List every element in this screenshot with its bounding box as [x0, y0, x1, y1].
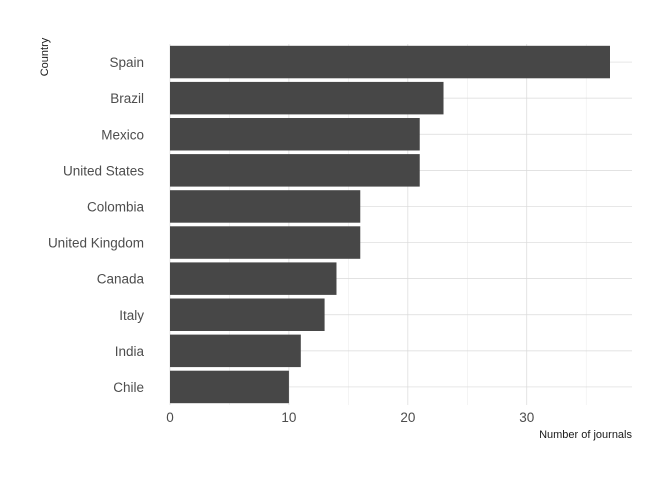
y-tick-label: Chile	[113, 380, 144, 395]
bar-india	[170, 334, 301, 368]
bar-united-states	[170, 154, 420, 187]
y-tick-label: Canada	[97, 272, 145, 287]
y-tick-label: Italy	[119, 308, 144, 323]
y-tick-label: Mexico	[101, 127, 144, 142]
bar-spain	[170, 45, 610, 79]
bar-united-kingdom	[170, 226, 361, 259]
x-tick-labels: 0 10 20 30	[166, 410, 534, 425]
y-tick-labels: Spain Brazil Mexico United States Colombia Un…	[48, 55, 145, 395]
x-tick-label: 20	[400, 410, 415, 425]
bar-italy	[170, 298, 325, 331]
x-tick-label: 0	[166, 410, 174, 425]
bar-chile	[170, 370, 289, 404]
bar-mexico	[170, 118, 420, 151]
y-tick-label: Colombia	[87, 199, 145, 214]
bar-brazil	[170, 81, 444, 115]
y-tick-label: Spain	[109, 55, 144, 70]
bars	[170, 45, 610, 404]
x-axis-title: Number of journals	[539, 429, 632, 441]
y-tick-label: United States	[63, 163, 144, 178]
x-tick-label: 10	[281, 410, 296, 425]
y-tick-label: Brazil	[110, 91, 144, 106]
y-axis-title: Country	[39, 37, 51, 76]
y-tick-label: India	[115, 344, 145, 359]
bar-colombia	[170, 190, 361, 223]
x-tick-label: 30	[519, 410, 534, 425]
y-tick-label: United Kingdom	[48, 236, 144, 251]
bar-canada	[170, 262, 337, 295]
